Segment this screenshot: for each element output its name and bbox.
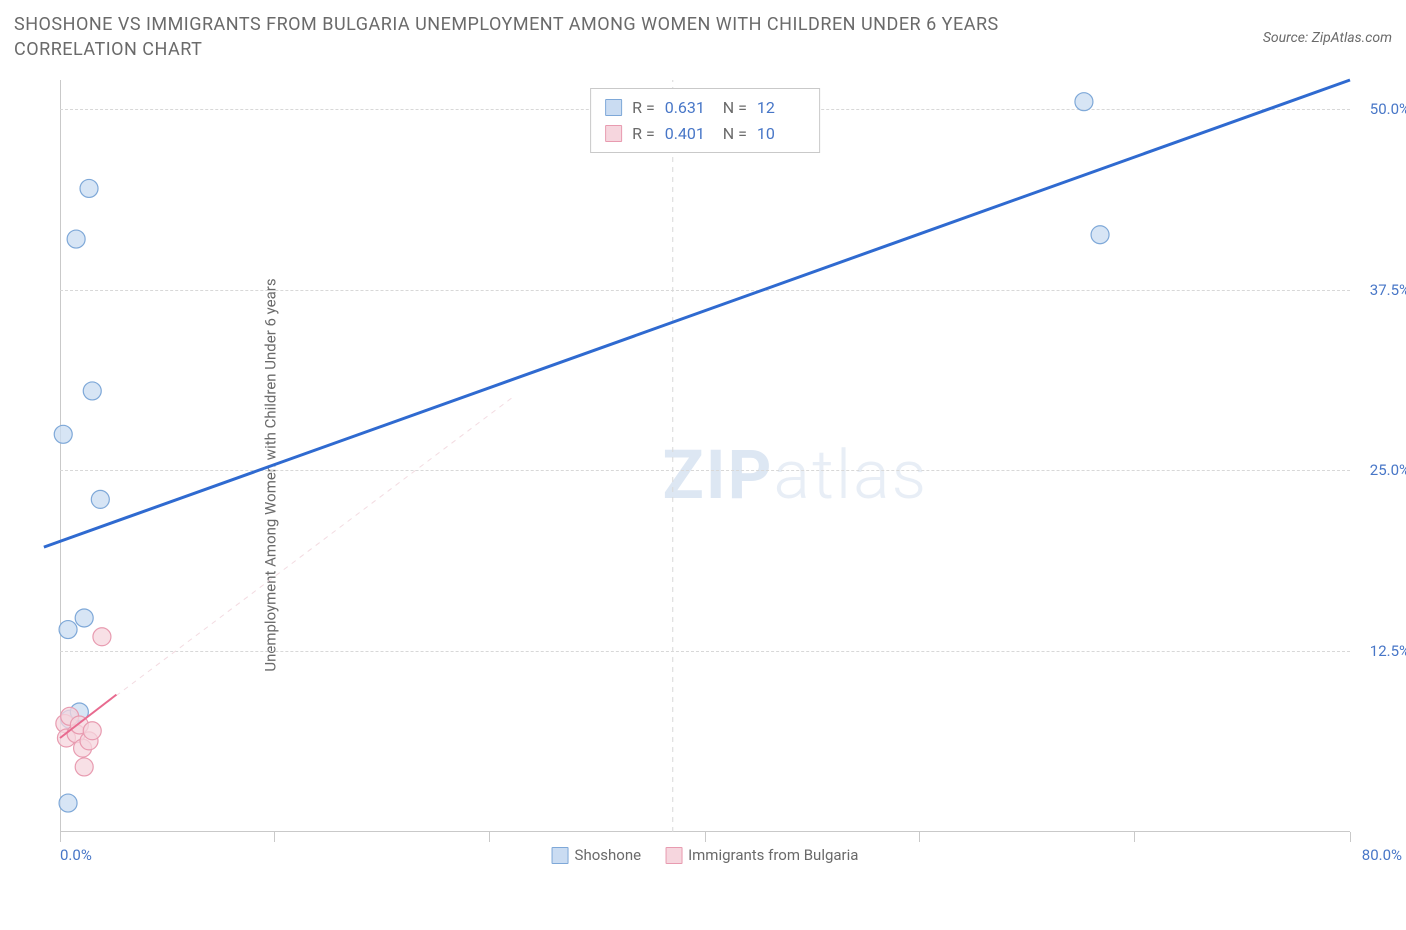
x-tick-max: 80.0% xyxy=(1362,846,1402,864)
source-label: Source: ZipAtlas.com xyxy=(1263,30,1392,46)
y-tick-label: 37.5% xyxy=(1370,281,1406,299)
swatch-icon xyxy=(605,125,622,142)
stats-row-1: R = 0.401 N = 10 xyxy=(605,121,805,147)
swatch-icon xyxy=(552,847,569,864)
swatch-icon xyxy=(605,99,622,116)
y-tick-label: 50.0% xyxy=(1370,100,1406,118)
y-tick-label: 12.5% xyxy=(1370,642,1406,660)
x-tick-min: 0.0% xyxy=(60,846,92,864)
stats-row-0: R = 0.631 N = 12 xyxy=(605,95,805,121)
legend: Shoshone Immigrants from Bulgaria xyxy=(552,846,859,864)
swatch-icon xyxy=(665,847,682,864)
chart-svg xyxy=(60,80,1350,870)
legend-item-0: Shoshone xyxy=(552,846,642,864)
plot-area: Unemployment Among Women with Children U… xyxy=(60,80,1350,870)
legend-item-1: Immigrants from Bulgaria xyxy=(665,846,858,864)
x-tick xyxy=(1350,832,1351,842)
chart-title: SHOSHONE VS IMMIGRANTS FROM BULGARIA UNE… xyxy=(14,12,1114,62)
stats-box: R = 0.631 N = 12 R = 0.401 N = 10 xyxy=(590,88,820,153)
y-tick-label: 25.0% xyxy=(1370,461,1406,479)
